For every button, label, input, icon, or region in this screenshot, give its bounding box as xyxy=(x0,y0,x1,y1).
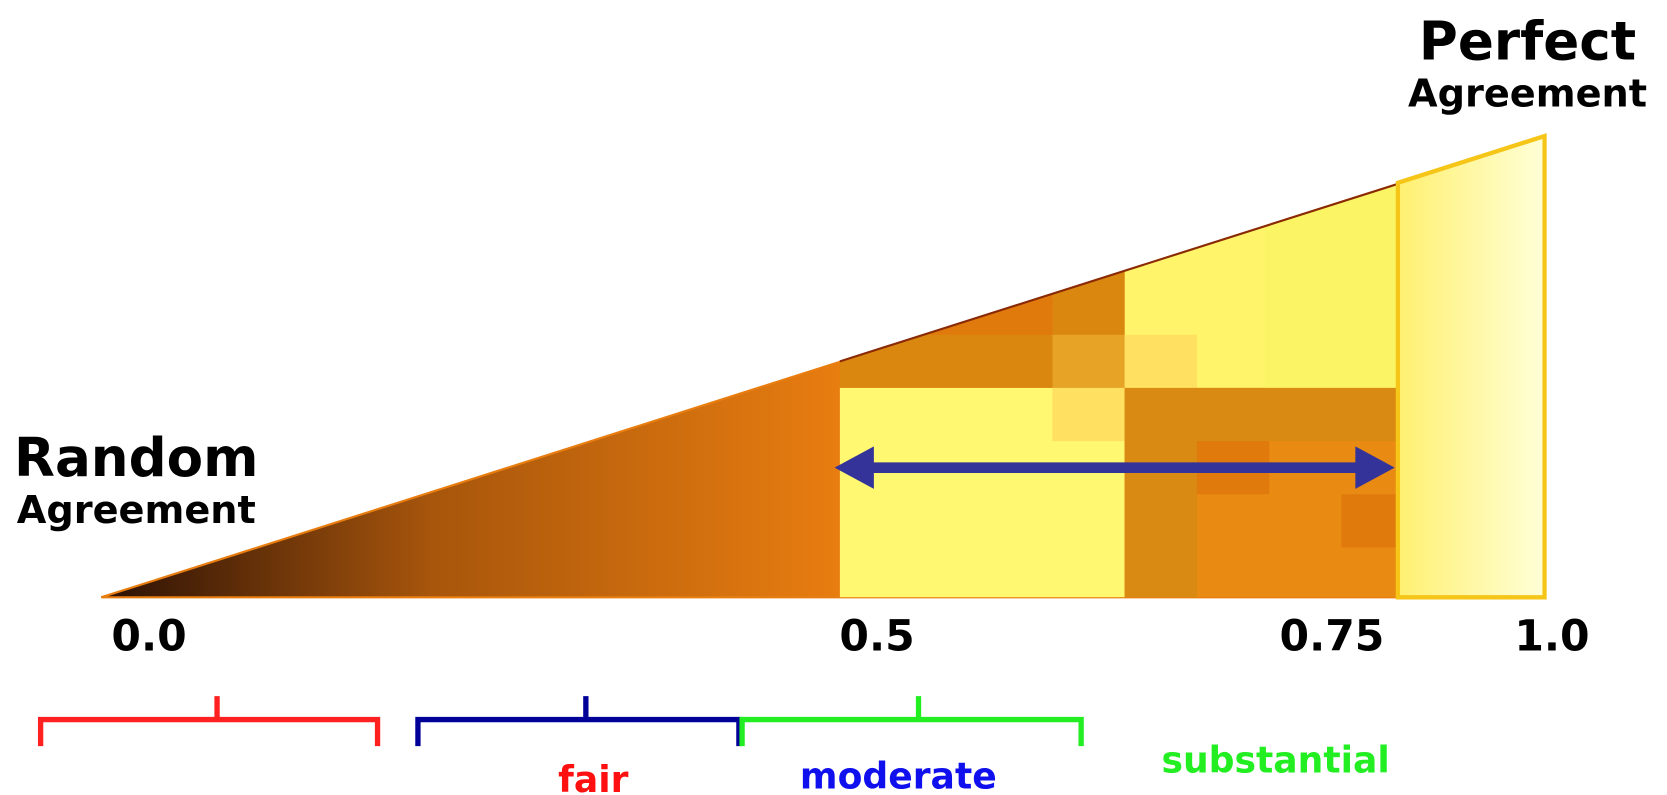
scale-tick: 0.5 xyxy=(839,612,914,661)
range-label: fair xyxy=(558,758,628,795)
wedge xyxy=(101,136,1544,597)
brackets xyxy=(41,696,1082,746)
random-title: Random xyxy=(14,427,258,489)
range-label: substantial xyxy=(1161,739,1389,782)
scale-tick: 0.75 xyxy=(1280,612,1385,661)
scale-tick: 0.0 xyxy=(111,612,186,661)
perfect-title: Perfect xyxy=(1419,11,1636,73)
perfect-subtitle: Agreement xyxy=(1408,71,1647,116)
range-label: moderate xyxy=(800,755,997,795)
agreement-diagram: Perfect Agreement Random Agreement 0.0 0… xyxy=(0,0,1667,795)
scale-tick: 1.0 xyxy=(1514,612,1589,661)
random-subtitle: Agreement xyxy=(17,488,256,533)
